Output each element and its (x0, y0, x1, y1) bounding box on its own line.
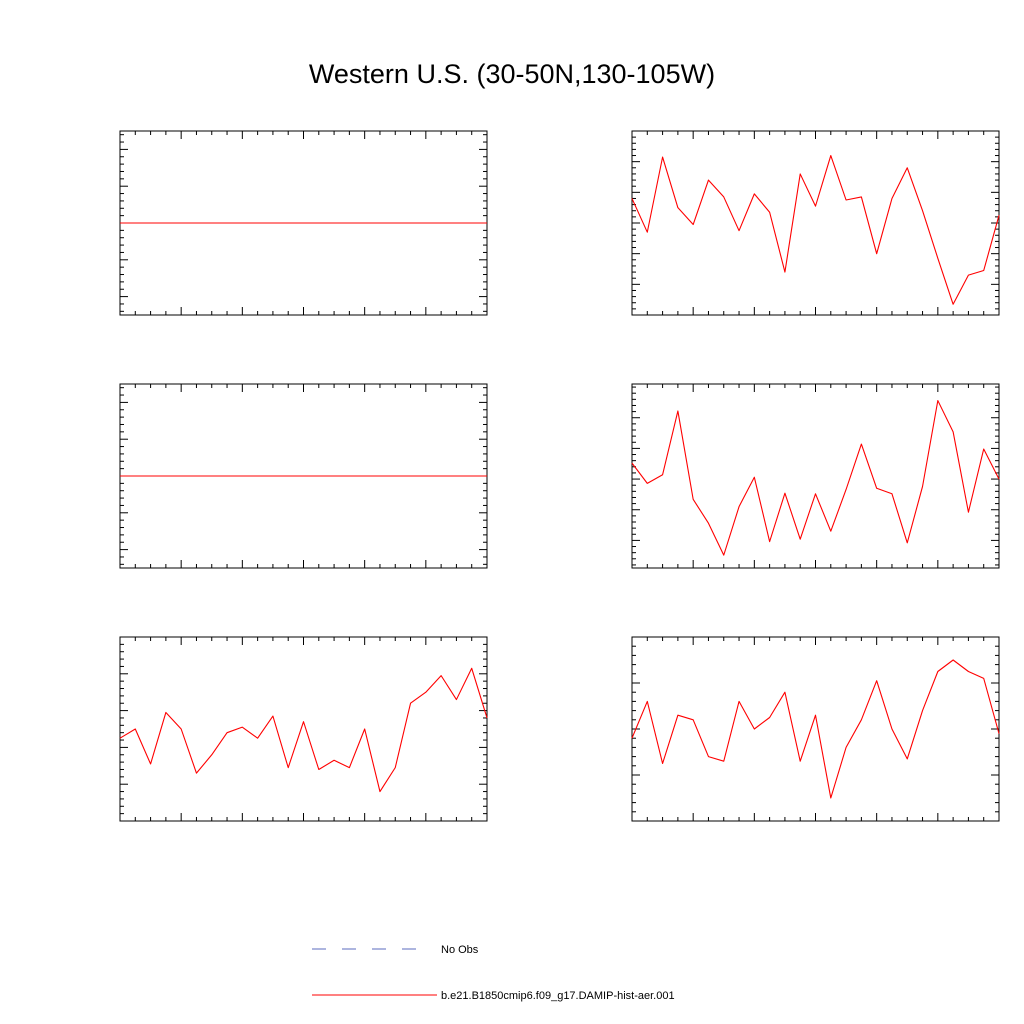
plot-frame (631, 130, 1000, 316)
chart-panel-5 (119, 636, 488, 822)
panel-grid (119, 130, 1000, 822)
chart-panel-1 (119, 130, 488, 316)
chart-panel-2 (631, 130, 1000, 316)
legend: No Obs b.e21.B1850cmip6.f09_g17.DAMIP-hi… (312, 944, 675, 1002)
series-line-1 (631, 400, 1000, 556)
legend-no-obs-label: No Obs (441, 944, 479, 956)
figure-title: Western U.S. (30-50N,130-105W) (309, 59, 715, 89)
series-line-1 (631, 659, 1000, 799)
series-line-1 (631, 154, 1000, 305)
chart-panel-3 (119, 383, 488, 569)
plot-frame (631, 383, 1000, 569)
series-line-1 (119, 667, 488, 793)
plot-frame (119, 636, 488, 822)
plot-frame (631, 636, 1000, 822)
legend-run-label: b.e21.B1850cmip6.f09_g17.DAMIP-hist-aer.… (441, 990, 675, 1002)
chart-panel-6 (631, 636, 1000, 822)
chart-panel-4 (631, 383, 1000, 569)
